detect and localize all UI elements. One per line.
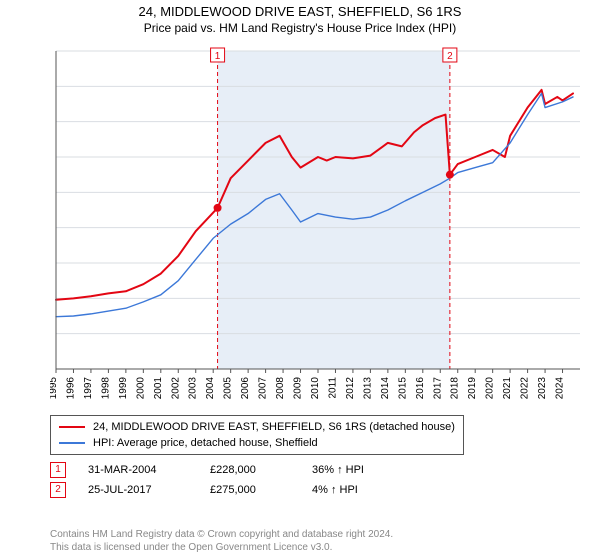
svg-text:2002: 2002: [170, 377, 181, 400]
svg-text:2: 2: [447, 51, 453, 62]
svg-text:2003: 2003: [188, 377, 199, 400]
svg-text:2001: 2001: [153, 377, 164, 400]
legend-label: 24, MIDDLEWOOD DRIVE EAST, SHEFFIELD, S6…: [93, 419, 455, 435]
event-row: 1 31-MAR-2004 £228,000 36% ↑ HPI: [50, 460, 364, 480]
svg-text:1997: 1997: [83, 377, 94, 400]
chart-title-address: 24, MIDDLEWOOD DRIVE EAST, SHEFFIELD, S6…: [0, 4, 600, 19]
svg-text:2012: 2012: [345, 377, 356, 400]
footer-line-1: Contains HM Land Registry data © Crown c…: [50, 528, 393, 541]
chart-subtitle: Price paid vs. HM Land Registry's House …: [0, 21, 600, 35]
svg-text:2022: 2022: [520, 377, 531, 400]
title-block: 24, MIDDLEWOOD DRIVE EAST, SHEFFIELD, S6…: [0, 0, 600, 35]
svg-text:2010: 2010: [310, 377, 321, 400]
event-price: £228,000: [210, 460, 290, 480]
svg-text:1996: 1996: [65, 377, 76, 400]
svg-text:2016: 2016: [415, 377, 426, 400]
event-date: 31-MAR-2004: [88, 460, 188, 480]
legend-row: 24, MIDDLEWOOD DRIVE EAST, SHEFFIELD, S6…: [59, 419, 455, 435]
svg-text:1: 1: [215, 51, 221, 62]
legend: 24, MIDDLEWOOD DRIVE EAST, SHEFFIELD, S6…: [50, 415, 464, 455]
svg-text:2007: 2007: [258, 377, 269, 400]
svg-text:1999: 1999: [118, 377, 129, 400]
legend-swatch-price: [59, 426, 85, 428]
svg-text:2024: 2024: [555, 377, 566, 400]
svg-text:1998: 1998: [100, 377, 111, 400]
event-delta: 36% ↑ HPI: [312, 460, 364, 480]
event-row: 2 25-JUL-2017 £275,000 4% ↑ HPI: [50, 480, 364, 500]
legend-swatch-hpi: [59, 442, 85, 444]
event-date: 25-JUL-2017: [88, 480, 188, 500]
svg-text:2005: 2005: [223, 377, 234, 400]
svg-text:2023: 2023: [537, 377, 548, 400]
svg-text:2011: 2011: [327, 377, 338, 399]
event-price: £275,000: [210, 480, 290, 500]
chart-svg: £0£50K£100K£150K£200K£250K£300K£350K£400…: [50, 45, 580, 405]
svg-text:2008: 2008: [275, 377, 286, 400]
event-marker-1: 1: [50, 462, 66, 478]
footer: Contains HM Land Registry data © Crown c…: [50, 528, 393, 554]
chart-area: £0£50K£100K£150K£200K£250K£300K£350K£400…: [50, 45, 580, 405]
event-marker-2: 2: [50, 482, 66, 498]
footer-line-2: This data is licensed under the Open Gov…: [50, 541, 393, 554]
svg-text:2017: 2017: [432, 377, 443, 400]
svg-text:2006: 2006: [240, 377, 251, 400]
svg-text:2018: 2018: [450, 377, 461, 400]
svg-text:2021: 2021: [502, 377, 513, 400]
events-table: 1 31-MAR-2004 £228,000 36% ↑ HPI 2 25-JU…: [50, 460, 364, 500]
svg-text:2015: 2015: [397, 377, 408, 400]
event-delta: 4% ↑ HPI: [312, 480, 358, 500]
legend-label: HPI: Average price, detached house, Shef…: [93, 435, 318, 451]
svg-text:2020: 2020: [485, 377, 496, 400]
svg-text:2004: 2004: [205, 377, 216, 400]
svg-text:2019: 2019: [467, 377, 478, 400]
svg-text:2013: 2013: [362, 377, 373, 400]
legend-row: HPI: Average price, detached house, Shef…: [59, 435, 455, 451]
svg-text:2014: 2014: [380, 377, 391, 400]
svg-text:1995: 1995: [50, 377, 59, 400]
svg-text:2009: 2009: [293, 377, 304, 400]
chart-container: 24, MIDDLEWOOD DRIVE EAST, SHEFFIELD, S6…: [0, 0, 600, 560]
svg-text:2000: 2000: [135, 377, 146, 400]
